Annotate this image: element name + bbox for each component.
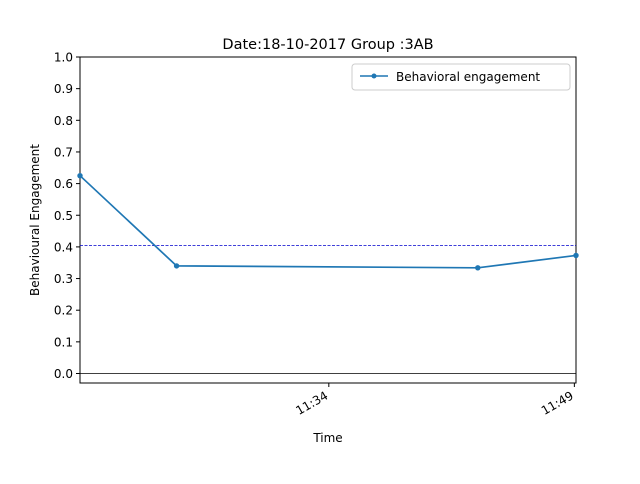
data-point [475, 265, 481, 271]
legend-frame [351, 63, 571, 91]
y-tick-label: 0.0 [54, 367, 73, 381]
y-tick-label: 0.3 [54, 272, 73, 286]
y-tick-label: 1.0 [54, 51, 73, 65]
x-tick-label: 11:49 [539, 388, 576, 417]
legend-marker-sample [371, 73, 377, 79]
data-point [77, 172, 83, 179]
reference-lines [80, 245, 576, 374]
y-tick-label: 0.8 [54, 114, 73, 128]
y-tick-label: 0.2 [54, 304, 73, 318]
y-tick-label: 0.5 [54, 209, 73, 223]
series-layer [77, 172, 579, 271]
data-point [173, 263, 180, 269]
y-tick-label: 0.4 [54, 240, 73, 254]
y-tick-label: 0.7 [54, 145, 73, 159]
y-axis-label: Behavioural Engagement [28, 144, 42, 296]
series-line [79, 175, 577, 269]
chart-title: Date:18-10-2017 Group :3AB [222, 37, 433, 53]
y-tick-label: 0.1 [54, 335, 73, 349]
y-tick-label: 0.6 [54, 177, 73, 191]
y-axis-ticks: 0.0 0.1 0.2 0.3 0.4 0.5 0.6 0.7 0.8 0.9 1.0 [54, 51, 80, 381]
y-tick-label: 0.9 [54, 82, 73, 96]
x-axis-label: Time [312, 431, 342, 445]
plot-area [79, 56, 577, 384]
x-tick-label: 11:34 [293, 388, 330, 417]
x-axis-ticks: 11:34 11:49 [293, 383, 576, 418]
data-point [573, 252, 579, 259]
legend: Behavioral engagement [351, 63, 571, 91]
legend-label: Behavioral engagement [396, 70, 540, 84]
